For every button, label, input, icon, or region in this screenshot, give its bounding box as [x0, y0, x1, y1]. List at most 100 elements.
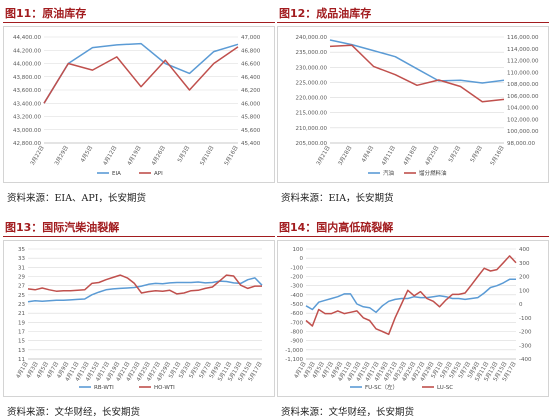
- y-left-tick-label: -200: [291, 275, 304, 281]
- y-left-tick-label: -600: [291, 311, 304, 317]
- y-right-tick-label: -300: [519, 343, 532, 349]
- y-right-tick-label: 108,000.00: [507, 82, 539, 88]
- y-right-tick-label: 106,000.00: [507, 94, 539, 100]
- chart-domestic-crack: -1,100 -1,000 -900 -800 -700 -600 -500 -400 -300…: [285, 247, 532, 391]
- y-right-tick-label: 100: [519, 288, 530, 294]
- y-left-tick-label: 240,000.00: [296, 35, 328, 41]
- y-left-tick-label: 0: [300, 256, 304, 262]
- source-note: 资料来源：文华财经，长安期货: [281, 407, 415, 418]
- y-left-tick-label: 44,000.00: [13, 62, 41, 68]
- y-right-tick-label: 46,400: [241, 75, 261, 81]
- y-left-tick-label: 25: [18, 293, 25, 299]
- y-left-tick-label: 215,000.00: [296, 111, 328, 117]
- x-tick-label: 3月22日: [29, 145, 46, 167]
- y-left-tick-label: -400: [291, 293, 304, 299]
- x-tick-label: 4月19日: [126, 145, 143, 167]
- x-tick-label: 5月3日: [176, 145, 191, 164]
- y-right-tick-label: 46,000: [241, 101, 261, 107]
- legend-label: API: [154, 171, 163, 177]
- series-line: [305, 278, 516, 314]
- y-left-tick-label: 19: [18, 320, 25, 326]
- panel-title: 图14：国内高低硫裂解: [279, 221, 394, 234]
- legend-label: EIA: [112, 171, 121, 177]
- y-left-tick-label: 27: [18, 284, 25, 290]
- legend-label: 汽油: [383, 169, 395, 177]
- y-left-tick-label: 43,400.00: [13, 101, 41, 107]
- y-left-tick-label: 29: [18, 275, 25, 281]
- y-left-tick-label: 15: [18, 339, 25, 345]
- y-right-tick-label: 47,000: [241, 35, 261, 41]
- x-tick-label: 3月28日: [337, 145, 354, 167]
- x-tick-label: 5月2日: [447, 145, 462, 164]
- y-right-tick-label: 98,000.00: [507, 141, 535, 147]
- y-left-tick-label: 225,000.00: [296, 80, 328, 86]
- source-note: 资料来源：文华财经，长安期货: [7, 407, 141, 418]
- x-tick-label: 4月12日: [102, 145, 119, 167]
- x-tick-label: 5月16日: [489, 145, 506, 167]
- y-right-tick-label: 102,000.00: [507, 117, 539, 123]
- y-left-tick-label: 220,000.00: [296, 96, 328, 102]
- legend-label: 馏分燃料油: [419, 169, 447, 177]
- y-left-tick-label: 100: [293, 247, 304, 253]
- y-right-tick-label: 46,600: [241, 62, 261, 68]
- y-left-tick-label: 230,000.00: [296, 65, 328, 71]
- x-tick-label: 5月9日: [469, 145, 484, 164]
- panel-header: 图13：国际汽柴油裂解: [3, 218, 275, 237]
- y-left-tick-label: 44,400.00: [13, 35, 41, 41]
- legend-label: HO-WTI: [154, 385, 175, 391]
- chart-frame: 11 13 15 17 19 21 23 25 27 29 31 33 35 4月1日 4月3日 4月5日 4月…: [3, 240, 275, 397]
- legend-label: FU-SC（左）: [365, 383, 398, 391]
- y-right-tick-label: 200: [519, 275, 530, 281]
- x-tick-label: 4月5日: [79, 145, 94, 164]
- chart-crude-inventory: 42,800.00 43,000.00 43,200.00 43,400.00 43,6…: [13, 35, 261, 177]
- y-left-tick-label: 35: [18, 247, 25, 253]
- series-line: [329, 44, 505, 103]
- series-line: [27, 277, 263, 303]
- x-tick-label: 4月25日: [424, 145, 441, 167]
- chart-frame: 205,000.00 210,000.00 215,000.00 220,000.00…: [277, 26, 549, 183]
- source-note: 资料来源：EIA、API，长安期货: [7, 193, 147, 204]
- y-right-tick-label: 114,000.00: [507, 47, 539, 53]
- y-right-tick-label: 400: [519, 247, 530, 253]
- y-left-tick-label: 44,200.00: [13, 48, 41, 54]
- y-left-tick-label: -100: [291, 265, 304, 271]
- y-right-tick-label: -400: [519, 357, 532, 363]
- y-right-tick-label: 45,600: [241, 128, 261, 134]
- y-left-tick-label: 13: [18, 348, 25, 354]
- y-left-tick-label: 17: [18, 330, 25, 336]
- series-line: [27, 274, 262, 295]
- y-right-tick-label: -200: [519, 330, 532, 336]
- panel-header: 图14：国内高低硫裂解: [277, 218, 549, 237]
- legend-label: LU-SC: [437, 385, 453, 391]
- y-right-tick-label: 45,800: [241, 115, 261, 121]
- x-tick-label: 4月26日: [150, 145, 167, 167]
- panel-title: 图13：国际汽柴油裂解: [5, 221, 120, 234]
- x-tick-label: 3月21日: [315, 145, 332, 167]
- y-left-tick-label: 43,800.00: [13, 75, 41, 81]
- y-left-tick-label: -700: [291, 320, 304, 326]
- series-line: [329, 39, 505, 84]
- x-tick-label: 4月11日: [380, 145, 397, 167]
- y-left-tick-label: -500: [291, 302, 304, 308]
- y-right-tick-label: 45,400: [241, 141, 261, 147]
- y-left-tick-label: -900: [291, 339, 304, 345]
- x-tick-label: 3月29日: [53, 145, 70, 167]
- series-line: [43, 46, 239, 104]
- x-tick-label: 4月18日: [402, 145, 419, 167]
- y-right-tick-label: 100,000.00: [507, 129, 539, 135]
- y-right-tick-label: 46,800: [241, 48, 261, 54]
- y-right-tick-label: 300: [519, 261, 530, 267]
- panel-title: 图12：成品油库存: [279, 7, 372, 20]
- chart-intl-crack: 111315171921232527293133354月1日4月3日4月5日4月…: [15, 247, 264, 391]
- y-left-tick-label: 11: [18, 357, 25, 363]
- y-right-tick-label: 112,000.00: [507, 59, 539, 65]
- legend-label: RB-WTI: [94, 385, 114, 391]
- y-right-tick-label: 46,200: [241, 88, 261, 94]
- y-left-tick-label: 43,200.00: [13, 115, 41, 121]
- y-right-tick-label: 0: [519, 302, 523, 308]
- chart-frame: -1,100 -1,000 -900 -800 -700 -600 -500 -400 -300…: [277, 240, 549, 397]
- x-tick-label: 5月10日: [199, 145, 216, 167]
- panel-title: 图11：原油库存: [5, 7, 87, 20]
- chart-product-inventory: 205,000.00 210,000.00 215,000.00 220,000.00…: [296, 35, 539, 177]
- y-left-tick-label: -1,000: [285, 348, 303, 354]
